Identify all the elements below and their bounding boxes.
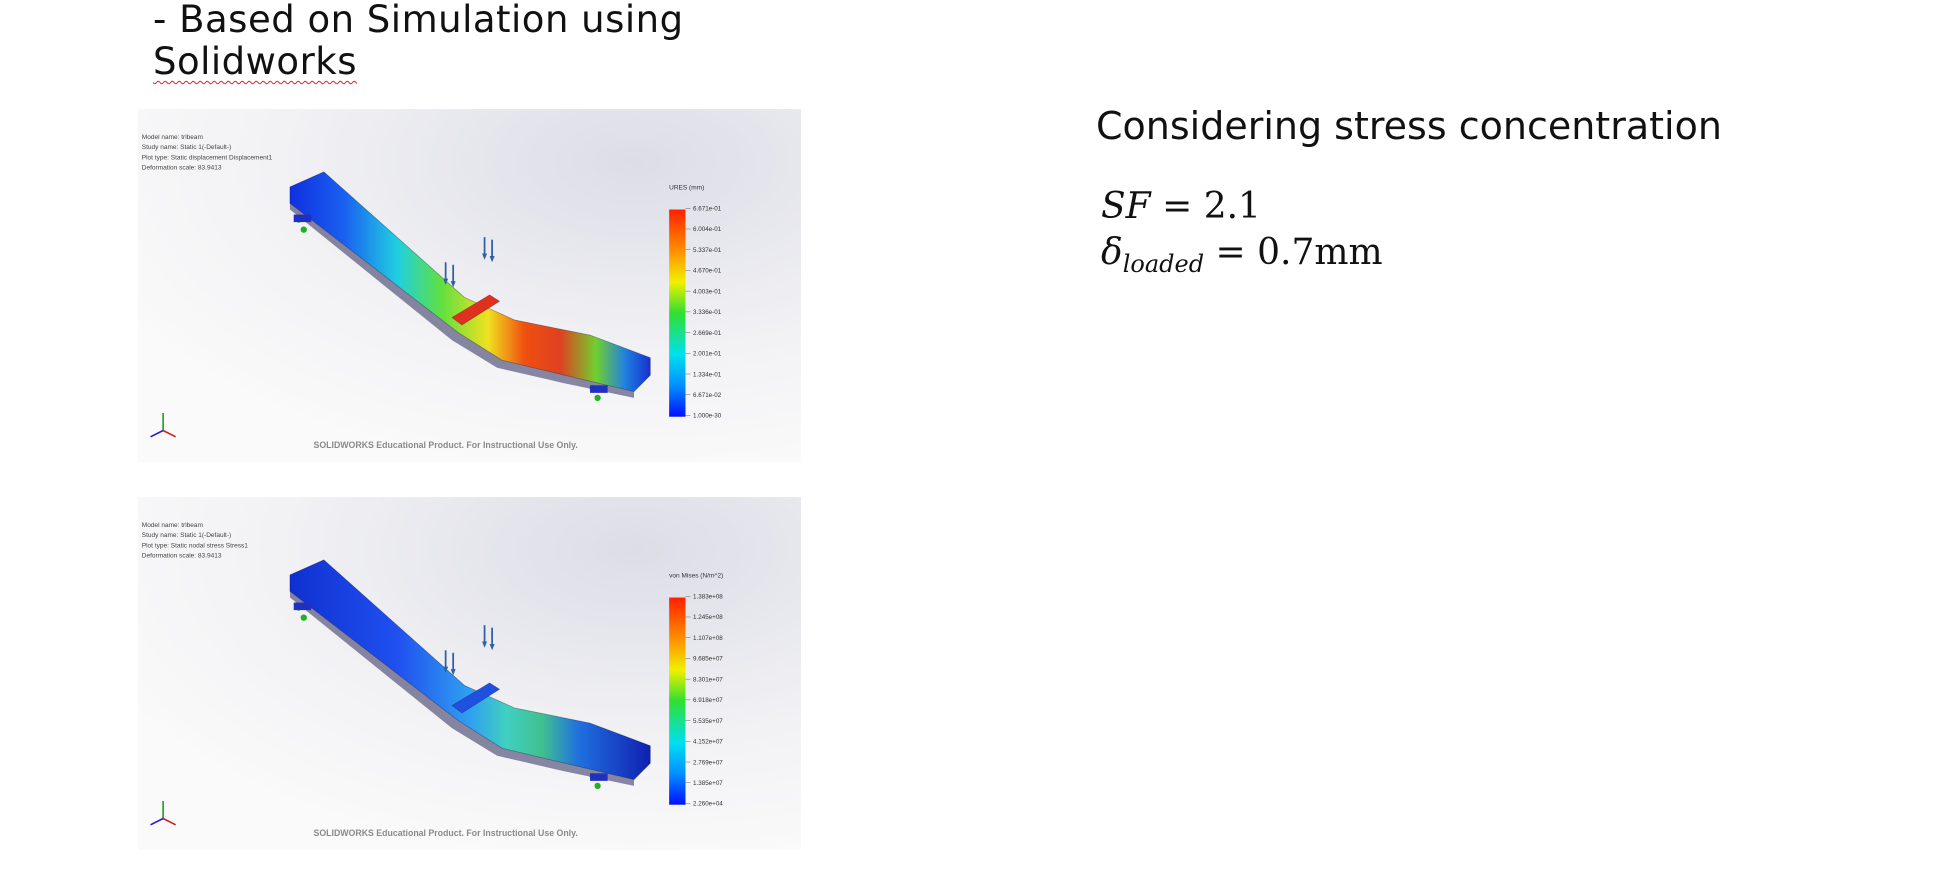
info-text: Deformation scale: 83.9413 (142, 164, 222, 171)
support (590, 773, 608, 781)
legend-value: 8.301e+07 (693, 676, 723, 683)
heading-line: - Based on Simulation using (153, 0, 684, 41)
fixture (594, 782, 601, 790)
legend-value: 1.245e+08 (693, 614, 723, 621)
support (590, 385, 608, 393)
legend-value: 5.535e+07 (693, 718, 723, 725)
legend-title: URES (mm) (669, 184, 704, 191)
axis-z (150, 817, 164, 826)
load-arrow-head (450, 281, 456, 288)
legend-value: 1.334e-01 (693, 371, 722, 378)
load-arrow-head (489, 255, 495, 263)
watermark: SOLIDWORKS Educational Product. For Inst… (313, 828, 577, 838)
info-text: Study name: Static 1(-Default-) (142, 144, 231, 151)
legend-value: 6.004e-01 (693, 226, 722, 233)
axis-x (162, 817, 177, 826)
plate (451, 294, 501, 326)
load-arrow-head (489, 643, 495, 651)
equation: SF = 2.1 (1101, 186, 1261, 227)
eq-lhs: δ (1101, 232, 1123, 273)
legend-title: von Mises (N/m^2) (669, 572, 723, 579)
background (138, 497, 801, 850)
info-text: Plot type: Static nodal stress Stress1 (142, 542, 248, 549)
info-text: Deformation scale: 83.9413 (142, 552, 222, 559)
render: Model name: trlbeam Study name: Static 1(… (138, 109, 801, 462)
load-arrow-head (443, 666, 449, 673)
legend-value: 5.337e-01 (693, 247, 722, 254)
legend-value: 4.152e+07 (693, 739, 723, 746)
support (293, 602, 312, 611)
equation: δloaded = 0.7mm (1101, 232, 1383, 278)
eq-rhs: = 0.7mm (1215, 232, 1383, 273)
legend-value: 1.383e+08 (693, 594, 723, 601)
fixture (300, 226, 307, 233)
fixture (300, 614, 307, 621)
load-arrow-head (450, 669, 456, 676)
legend-value: 2.260e+04 (693, 801, 723, 808)
legend-value: 4.670e-01 (693, 268, 722, 275)
load-arrow-head (482, 641, 488, 648)
beam (289, 171, 651, 393)
render: Model name: trlbeam Study name: Static 1(… (138, 497, 801, 850)
legend-value: 1.000e-30 (693, 413, 722, 420)
axis-x (162, 429, 177, 438)
simulation-image: Model name: trlbeam Study name: Static 1(… (138, 109, 801, 462)
plate (451, 682, 501, 714)
legend-value: 1.385e+07 (693, 780, 723, 787)
note-title: Considering stress concentration (1096, 104, 1722, 148)
fixture (594, 394, 601, 402)
heading-line: Solidworks (153, 40, 357, 83)
legend-value: 2.001e-01 (693, 351, 722, 358)
info-text: Model name: trlbeam (142, 522, 203, 529)
legend-value: 3.336e-01 (693, 309, 722, 316)
eq-lhs: SF (1101, 186, 1151, 227)
background (138, 109, 801, 462)
watermark: SOLIDWORKS Educational Product. For Inst… (313, 440, 577, 450)
legend-value: 6.671e-02 (693, 392, 722, 399)
eq-rhs: = 2.1 (1162, 186, 1261, 227)
eq-subscript: loaded (1122, 250, 1205, 279)
axis-z (150, 429, 164, 438)
info-text: Model name: trlbeam (142, 134, 203, 141)
support (293, 214, 312, 223)
info-text: Study name: Static 1(-Default-) (142, 532, 231, 539)
simulation-image: Model name: trlbeam Study name: Static 1(… (138, 497, 801, 850)
legend-value: 2.769e+07 (693, 759, 723, 766)
beam (289, 559, 651, 781)
legend-value: 2.669e-01 (693, 330, 722, 337)
info-text: Plot type: Static displacement Displacem… (142, 154, 273, 161)
legend-value: 1.107e+08 (693, 635, 723, 642)
legend-value: 4.003e-01 (693, 288, 722, 295)
legend-value: 9.685e+07 (693, 656, 723, 663)
legend-bar (669, 597, 686, 805)
load-arrow-head (443, 278, 449, 285)
legend-bar (669, 209, 686, 417)
legend-value: 6.918e+07 (693, 697, 723, 704)
load-arrow-head (482, 253, 488, 260)
legend-value: 6.671e-01 (693, 206, 722, 213)
